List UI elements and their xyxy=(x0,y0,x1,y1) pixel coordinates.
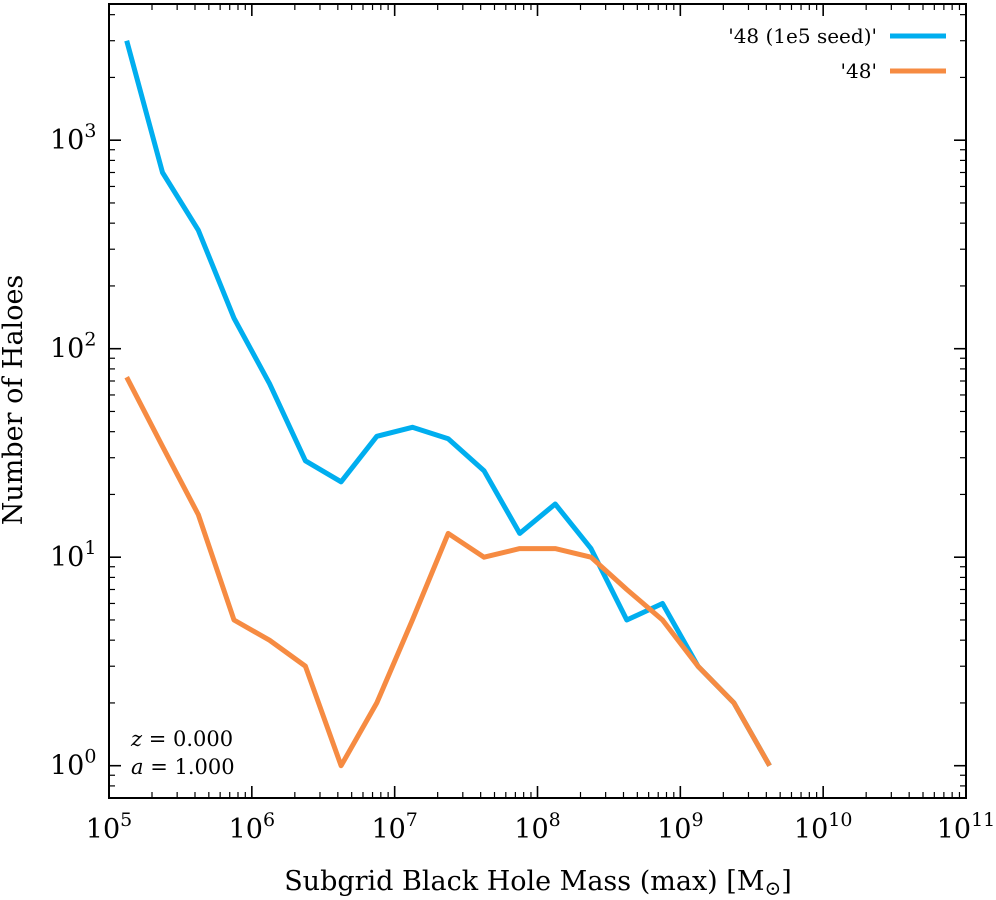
redshift-label: z = 0.000 xyxy=(130,727,233,751)
series-layer xyxy=(124,40,772,769)
y-tick-label: 103 xyxy=(50,120,96,156)
scale-factor-label: a = 1.000 xyxy=(131,755,235,779)
y-axis-label: Number of Haloes xyxy=(0,275,29,526)
x-axis-label: Subgrid Black Hole Mass (max) [M⊙] xyxy=(284,866,792,900)
legend-label-1: '48' xyxy=(841,59,877,83)
x-tick-label: 107 xyxy=(371,809,417,845)
tick-marks xyxy=(108,4,967,799)
x-tick-label: 1010 xyxy=(794,809,853,845)
series-line-0 xyxy=(124,40,772,767)
series-line-1 xyxy=(124,376,772,769)
y-tick-label: 102 xyxy=(50,329,96,365)
legend: '48 (1e5 seed)' '48' xyxy=(728,24,946,83)
x-tick-label: 108 xyxy=(514,809,560,845)
y-tick-label: 100 xyxy=(50,746,96,782)
y-tick-label: 101 xyxy=(50,537,96,573)
plot-frame xyxy=(108,3,967,799)
x-tick-label: 1011 xyxy=(937,809,996,845)
x-tick-label: 109 xyxy=(657,809,703,845)
x-tick-label: 105 xyxy=(86,809,132,845)
legend-label-0: '48 (1e5 seed)' xyxy=(728,24,877,48)
x-tick-labels: 105 106 107 108 109 1010 1011 xyxy=(86,809,996,845)
redshift-annotation: z = 0.000 a = 1.000 xyxy=(130,727,235,779)
x-tick-label: 106 xyxy=(229,809,275,845)
y-tick-labels: 100 101 102 103 xyxy=(50,120,96,782)
